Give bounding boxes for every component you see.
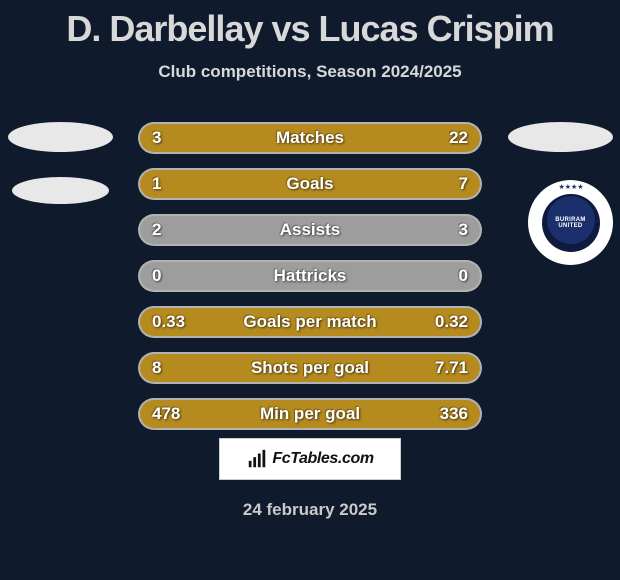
stat-label: Min per goal — [140, 400, 480, 428]
club-badge-text: BURIRAM UNITED — [555, 217, 585, 229]
stat-label: Goals — [140, 170, 480, 198]
player-left-photo-placeholder — [8, 122, 113, 152]
stat-label: Shots per goal — [140, 354, 480, 382]
stat-row: 00Hattricks — [138, 260, 482, 292]
club-badge-stars: ★ ★ ★ ★ — [528, 183, 613, 191]
club-badge-inner: BURIRAM UNITED — [542, 194, 600, 252]
stat-row: 87.71Shots per goal — [138, 352, 482, 384]
stat-label: Goals per match — [140, 308, 480, 336]
player-right-photo-placeholder — [508, 122, 613, 152]
chart-icon — [246, 448, 268, 470]
club-right-badge: ★ ★ ★ ★ BURIRAM UNITED — [528, 180, 613, 265]
stat-label: Matches — [140, 124, 480, 152]
footer-date: 24 february 2025 — [0, 500, 620, 520]
stat-label: Assists — [140, 216, 480, 244]
club-left-badge-placeholder — [12, 177, 109, 204]
stat-row: 23Assists — [138, 214, 482, 246]
footer-brand-box: FcTables.com — [219, 438, 401, 480]
comparison-bars: 322Matches 17Goals 23Assists 00Hattricks 0.3… — [138, 122, 482, 444]
stat-row: 17Goals — [138, 168, 482, 200]
footer-brand-text: FcTables.com — [272, 450, 373, 468]
stat-row: 478336Min per goal — [138, 398, 482, 430]
stat-row: 0.330.32Goals per match — [138, 306, 482, 338]
club-badge-line2: UNITED — [558, 223, 582, 229]
page-subtitle: Club competitions, Season 2024/2025 — [0, 62, 620, 82]
stat-label: Hattricks — [140, 262, 480, 290]
stat-row: 322Matches — [138, 122, 482, 154]
page-title: D. Darbellay vs Lucas Crispim — [0, 0, 620, 50]
